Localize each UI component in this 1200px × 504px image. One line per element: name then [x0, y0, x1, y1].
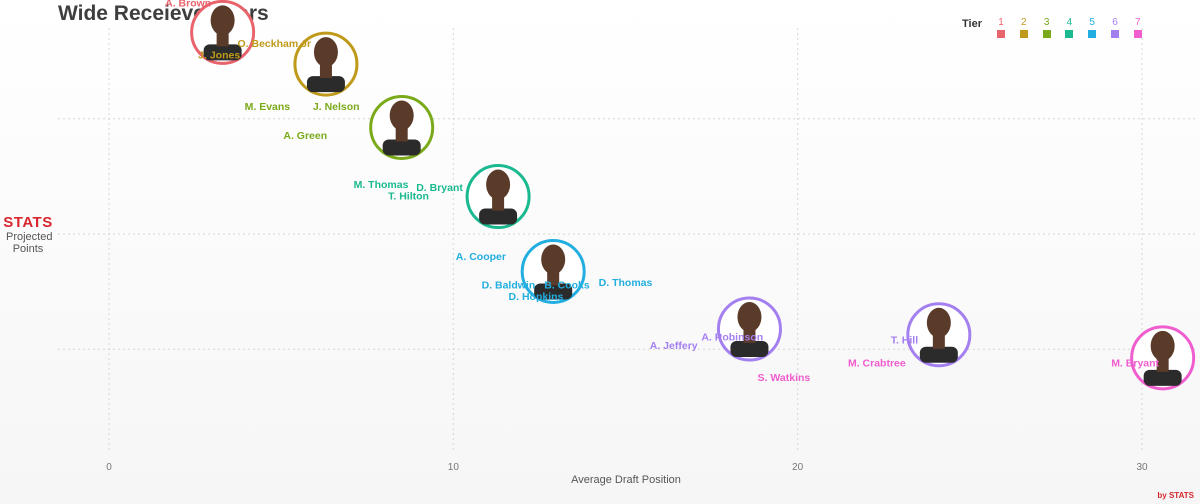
- player-photo-7: [1130, 325, 1196, 391]
- player-label-4: J. Nelson: [313, 101, 360, 113]
- legend-number: 5: [1089, 17, 1095, 28]
- legend-number: 4: [1066, 17, 1073, 28]
- legend-swatch: [1111, 30, 1119, 38]
- player-photo-2: [369, 94, 435, 160]
- player-label-16: T. Hill: [891, 334, 919, 346]
- y-axis-title: Projected Points: [6, 231, 53, 255]
- legend-item-6: 6: [1109, 17, 1121, 38]
- player-photo-6: [906, 302, 972, 368]
- legend-number: 2: [1021, 17, 1027, 28]
- player-photo-5: [716, 296, 782, 362]
- player-label-11: B. Cooks: [544, 280, 590, 292]
- player-label-8: T. Hilton: [388, 190, 429, 202]
- legend-item-5: 5: [1086, 17, 1098, 38]
- player-label-5: A. Green: [283, 130, 327, 142]
- legend-swatch: [997, 30, 1005, 38]
- player-label-12: D. Hopkins: [509, 291, 564, 303]
- player-label-0: A. Brown: [165, 0, 211, 9]
- player-photo-0: [190, 0, 256, 65]
- player-photo-4: [520, 238, 586, 304]
- player-label-2: O. Beckham Jr: [238, 38, 312, 50]
- player-photo-1: [293, 31, 359, 97]
- legend-item-3: 3: [1041, 17, 1053, 38]
- x-tick-label-2: 20: [792, 462, 804, 473]
- player-photo-3: [465, 164, 531, 230]
- x-tick-label-0: 0: [106, 462, 112, 473]
- player-label-1: J. Jones: [198, 49, 240, 61]
- player-label-6: M. Thomas: [354, 179, 409, 191]
- legend-swatch: [1133, 30, 1142, 38]
- player-label-3: M. Evans: [245, 101, 291, 113]
- legend-number: 1: [998, 17, 1004, 28]
- x-axis-ticks: 0 10 20 30: [106, 462, 1148, 473]
- x-tick-label-1: 10: [448, 462, 460, 473]
- grid-lines: [58, 28, 1195, 452]
- legend-item-1: 1: [995, 17, 1007, 38]
- player-label-15: A. Jeffery: [650, 340, 698, 352]
- legend-swatch: [1042, 30, 1051, 38]
- legend-swatch: [1065, 30, 1074, 38]
- legend-number: 6: [1112, 17, 1118, 28]
- player-photos: [190, 0, 1196, 391]
- legend-item-7: 7: [1132, 17, 1144, 38]
- player-label-19: M. Bryant: [1111, 357, 1159, 369]
- credit-text: by STATS: [1157, 491, 1194, 500]
- x-axis-label: Average Draft Position: [571, 474, 681, 486]
- legend-title: Tier: [962, 18, 982, 30]
- legend-swatch: [1088, 30, 1097, 38]
- player-label-10: D. Baldwin: [482, 280, 536, 292]
- legend-item-2: 2: [1018, 17, 1030, 38]
- legend-swatch: [1019, 30, 1028, 38]
- x-tick-label-3: 30: [1136, 462, 1148, 473]
- player-label-7: D. Bryant: [416, 182, 463, 194]
- tier-legend: Tier 1 2 3 4 5 6 7: [960, 17, 1150, 41]
- legend-number: 7: [1135, 17, 1141, 28]
- player-label-17: S. Watkins: [758, 372, 811, 384]
- legend-number: 3: [1043, 17, 1050, 28]
- player-label-13: D. Thomas: [599, 277, 653, 289]
- player-label-18: M. Crabtree: [848, 357, 906, 369]
- stats-logo: STATS: [3, 214, 53, 231]
- player-label-14: A. Robinson: [701, 332, 763, 344]
- y-axis-label: STATS Projected Points: [0, 214, 56, 255]
- legend-item-4: 4: [1063, 17, 1075, 38]
- player-label-9: A. Cooper: [456, 251, 506, 263]
